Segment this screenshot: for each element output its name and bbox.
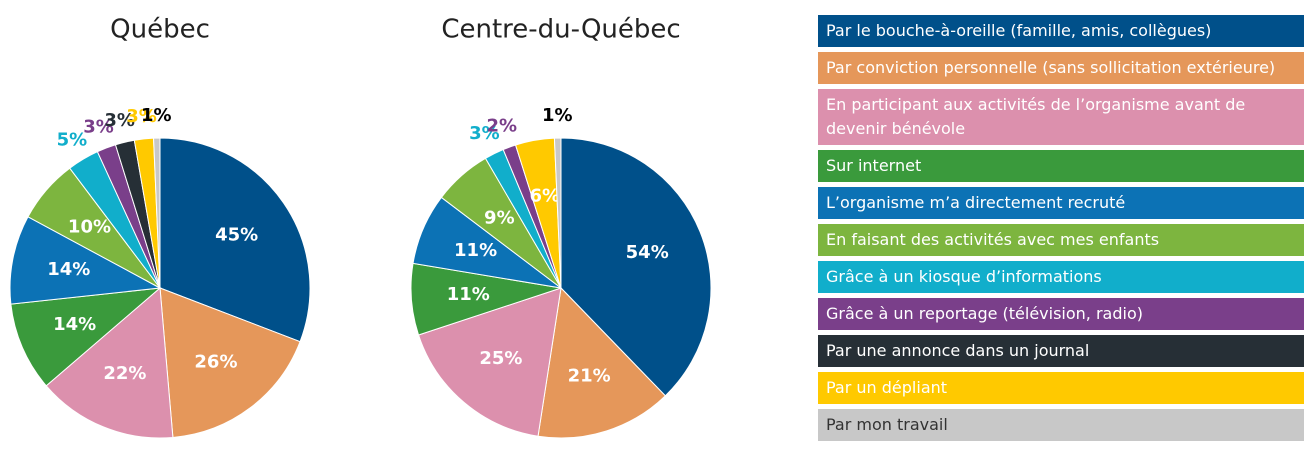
legend-item: Grâce à un reportage (télévision, radio) xyxy=(818,298,1304,330)
value-label: 2% xyxy=(486,116,517,137)
value-label: 3% xyxy=(469,123,500,144)
charts: Québec45%26%22%14%14%10%5%3%3%3%1%Centre… xyxy=(9,15,712,439)
pie-slice xyxy=(560,137,712,397)
chart-title: Québec xyxy=(110,15,210,45)
pie-slice xyxy=(9,216,162,305)
value-label: 1% xyxy=(141,105,172,126)
value-label: 9% xyxy=(484,207,515,228)
legend: Par le bouche-à-oreille (famille, amis, … xyxy=(818,15,1304,441)
value-label: 14% xyxy=(53,314,96,335)
value-label: 3% xyxy=(126,106,157,127)
legend-item: Par un dépliant xyxy=(818,372,1304,404)
value-label: 22% xyxy=(103,363,146,384)
pie-slice xyxy=(153,137,161,289)
legend-item: Par le bouche-à-oreille (famille, amis, … xyxy=(818,15,1304,47)
value-label: 1% xyxy=(542,105,573,126)
value-label: 11% xyxy=(447,284,490,305)
value-label: 21% xyxy=(568,366,611,387)
value-label: 11% xyxy=(454,240,497,261)
legend-item: Par conviction personnelle (sans sollici… xyxy=(818,52,1304,84)
chart-title: Centre-du-Québec xyxy=(441,15,680,45)
value-label: 10% xyxy=(68,216,111,237)
pie-slice xyxy=(45,286,174,439)
value-label: 26% xyxy=(194,351,237,372)
value-label: 45% xyxy=(215,224,258,245)
legend-item: Sur internet xyxy=(818,150,1304,182)
legend-item: Par une annonce dans un journal xyxy=(818,335,1304,367)
legend-item: En faisant des activités avec mes enfant… xyxy=(818,224,1304,256)
pie-slice xyxy=(10,287,162,387)
legend-item: En participant aux activités de l’organi… xyxy=(818,89,1304,145)
pie-slice xyxy=(553,137,562,289)
value-label: 5% xyxy=(57,129,88,150)
legend-item: L’organisme m’a directement recruté xyxy=(818,187,1304,219)
pie-slice xyxy=(159,137,311,343)
legend-item: Par mon travail xyxy=(818,409,1304,441)
value-label: 3% xyxy=(83,116,114,137)
value-label: 6% xyxy=(529,185,560,206)
value-label: 3% xyxy=(104,110,135,131)
legend-item: Grâce à un kiosque d’informations xyxy=(818,261,1304,293)
value-label: 54% xyxy=(626,242,669,263)
value-label: 14% xyxy=(47,259,90,280)
pie-slice xyxy=(537,286,667,439)
value-label: 25% xyxy=(479,348,522,369)
pie-slice xyxy=(417,287,562,437)
pie-slice xyxy=(159,287,301,438)
